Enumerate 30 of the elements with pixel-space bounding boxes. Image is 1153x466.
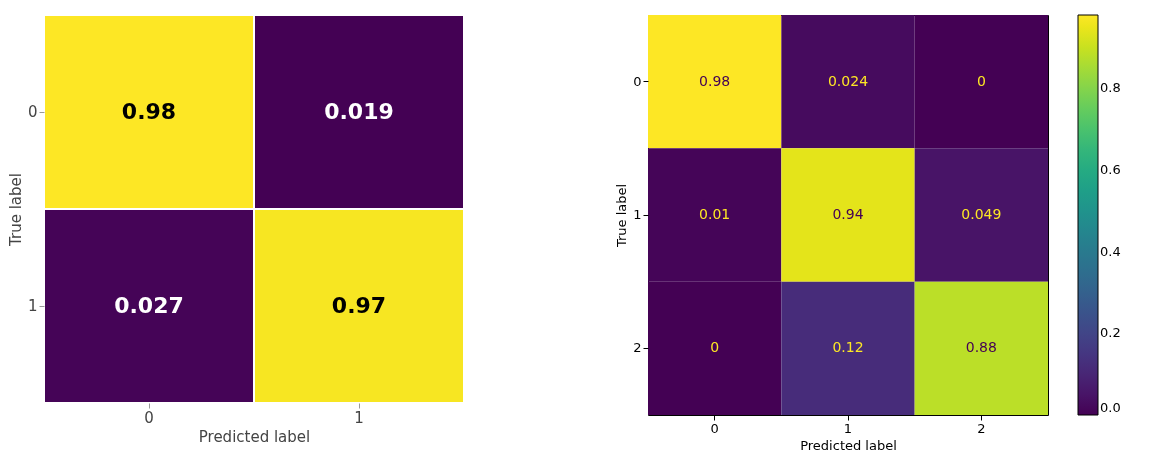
x-axis-title: Predicted label: [800, 437, 897, 453]
data-label: 0.98: [121, 99, 177, 124]
data-label: 0.027: [114, 293, 184, 318]
data-label: 0: [976, 72, 986, 89]
data-label: 0.98: [699, 72, 731, 89]
data-label: 0.97: [331, 293, 387, 318]
color-bar-label: 0.2: [1100, 325, 1121, 341]
data-label: 0.94: [832, 206, 864, 222]
x-tick-label: 0: [710, 420, 719, 436]
color-bar-label: 0.4: [1100, 243, 1121, 259]
color-bar-label: 0.8: [1100, 80, 1121, 96]
data-label: 0.024: [827, 72, 869, 89]
data-label: 0: [710, 339, 720, 356]
data-label: 0.019: [324, 99, 394, 124]
data-label: 0.88: [965, 339, 997, 356]
y-tick-label: 1: [633, 207, 642, 222]
color-bar-label: 0.0: [1100, 400, 1121, 415]
x-tick-label: 1: [354, 408, 364, 427]
y-axis-title: True label: [614, 183, 630, 249]
color-bar-label: 0.6: [1100, 162, 1121, 178]
x-tick-label: 2: [977, 420, 986, 436]
x-tick-label: 0: [144, 408, 154, 427]
data-label: 0.049: [961, 206, 1002, 222]
y-tick-label: 2: [633, 340, 642, 356]
data-label: 0.01: [699, 206, 731, 222]
data-label: 0.12: [832, 339, 864, 356]
y-axis-title: True label: [6, 173, 25, 247]
y-tick-label: 0: [633, 73, 642, 89]
x-tick-label: 1: [843, 420, 853, 436]
x-axis-title: Predicted label: [198, 427, 311, 446]
